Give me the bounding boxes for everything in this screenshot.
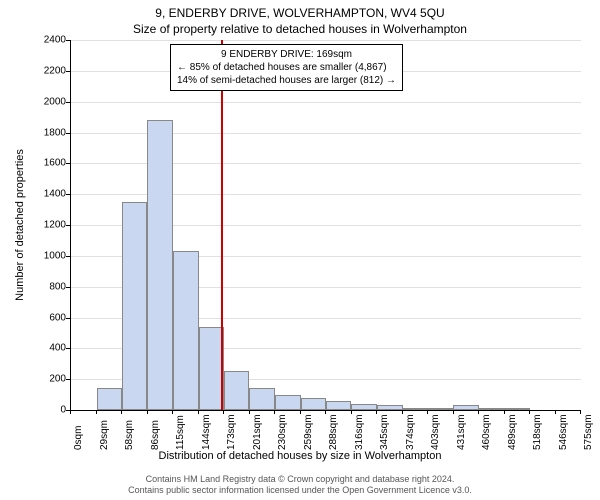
y-tick-mark <box>66 256 70 257</box>
y-tick-label: 400 <box>49 343 66 354</box>
histogram-bar <box>403 408 429 410</box>
histogram-bar <box>505 408 531 410</box>
x-tick-mark <box>249 410 250 414</box>
y-tick-mark <box>66 71 70 72</box>
x-tick-mark <box>96 410 97 414</box>
histogram-bar <box>351 404 377 410</box>
x-tick-mark <box>478 410 479 414</box>
y-tick-label: 1000 <box>44 250 66 261</box>
x-tick-label: 431sqm <box>456 414 467 450</box>
histogram-bar <box>301 398 327 410</box>
x-tick-label: 288sqm <box>328 414 339 450</box>
y-tick-label: 2200 <box>44 65 66 76</box>
annotation-box: 9 ENDERBY DRIVE: 169sqm ← 85% of detache… <box>170 44 403 91</box>
histogram-bar <box>377 405 403 410</box>
histogram-chart: 9, ENDERBY DRIVE, WOLVERHAMPTON, WV4 5QU… <box>0 0 600 500</box>
x-tick-label: 259sqm <box>303 414 314 450</box>
histogram-bar <box>479 408 505 410</box>
x-tick-mark <box>529 410 530 414</box>
x-tick-mark <box>172 410 173 414</box>
x-tick-label: 345sqm <box>379 414 390 450</box>
x-tick-mark <box>300 410 301 414</box>
y-tick-mark <box>66 318 70 319</box>
x-tick-label: 403sqm <box>430 414 441 450</box>
histogram-bar <box>275 395 301 410</box>
chart-title-sub: Size of property relative to detached ho… <box>0 22 600 36</box>
x-axis-label: Distribution of detached houses by size … <box>0 450 600 462</box>
footer-line2: Contains public sector information licen… <box>128 485 472 495</box>
histogram-bar <box>249 388 275 410</box>
annotation-line3: 14% of semi-detached houses are larger (… <box>177 74 396 87</box>
histogram-bar <box>326 401 351 410</box>
x-tick-mark <box>198 410 199 414</box>
y-tick-mark <box>66 194 70 195</box>
y-tick-mark <box>66 163 70 164</box>
y-tick-label: 200 <box>49 374 66 385</box>
footer-line1: Contains HM Land Registry data © Crown c… <box>146 474 455 484</box>
histogram-bar <box>97 388 123 410</box>
y-tick-mark <box>66 133 70 134</box>
histogram-bar <box>147 120 173 410</box>
x-tick-label: 0sqm <box>73 426 84 450</box>
x-tick-label: 575sqm <box>583 414 594 450</box>
footer-text: Contains HM Land Registry data © Crown c… <box>0 474 600 496</box>
y-tick-label: 1600 <box>44 158 66 169</box>
histogram-bar <box>428 408 453 410</box>
annotation-line2: ← 85% of detached houses are smaller (4,… <box>177 61 396 74</box>
x-tick-mark <box>427 410 428 414</box>
y-axis-label: Number of detached properties <box>14 149 26 301</box>
histogram-bar <box>122 202 147 410</box>
x-tick-label: 316sqm <box>354 414 365 450</box>
x-tick-mark <box>223 410 224 414</box>
marker-line <box>221 40 223 410</box>
y-tick-label: 2400 <box>44 35 66 46</box>
y-tick-mark <box>66 40 70 41</box>
y-tick-label: 1400 <box>44 189 66 200</box>
x-tick-mark <box>376 410 377 414</box>
y-tick-mark <box>66 102 70 103</box>
y-tick-mark <box>66 225 70 226</box>
x-tick-mark <box>555 410 556 414</box>
y-tick-label: 1200 <box>44 220 66 231</box>
x-tick-mark <box>147 410 148 414</box>
x-tick-mark <box>274 410 275 414</box>
y-tick-mark <box>66 287 70 288</box>
x-tick-label: 115sqm <box>175 415 186 450</box>
gridline <box>71 102 581 103</box>
chart-title-main: 9, ENDERBY DRIVE, WOLVERHAMPTON, WV4 5QU <box>0 6 600 20</box>
x-tick-mark <box>121 410 122 414</box>
histogram-bar <box>453 405 479 410</box>
y-tick-label: 2000 <box>44 96 66 107</box>
x-tick-label: 230sqm <box>277 414 288 450</box>
y-tick-label: 800 <box>49 281 66 292</box>
x-tick-label: 144sqm <box>201 414 212 450</box>
y-tick-mark <box>66 348 70 349</box>
gridline <box>71 40 581 41</box>
x-tick-label: 86sqm <box>150 420 161 450</box>
x-tick-label: 546sqm <box>558 414 569 450</box>
y-tick-mark <box>66 379 70 380</box>
x-tick-label: 58sqm <box>124 420 135 450</box>
x-tick-label: 518sqm <box>532 414 543 450</box>
x-tick-label: 201sqm <box>252 414 263 450</box>
annotation-line1: 9 ENDERBY DRIVE: 169sqm <box>177 48 396 61</box>
x-tick-mark <box>70 410 71 414</box>
x-tick-mark <box>351 410 352 414</box>
x-tick-mark <box>402 410 403 414</box>
x-tick-mark <box>504 410 505 414</box>
histogram-bar <box>173 251 199 410</box>
x-tick-label: 173sqm <box>226 414 237 450</box>
x-tick-label: 460sqm <box>481 414 492 450</box>
y-tick-label: 600 <box>49 312 66 323</box>
plot-area <box>70 40 581 411</box>
x-tick-mark <box>453 410 454 414</box>
y-tick-label: 1800 <box>44 127 66 138</box>
x-tick-label: 374sqm <box>405 414 416 450</box>
x-tick-label: 489sqm <box>507 414 518 450</box>
x-tick-mark <box>325 410 326 414</box>
x-tick-mark <box>580 410 581 414</box>
histogram-bar <box>224 371 249 410</box>
x-tick-label: 29sqm <box>99 420 110 450</box>
